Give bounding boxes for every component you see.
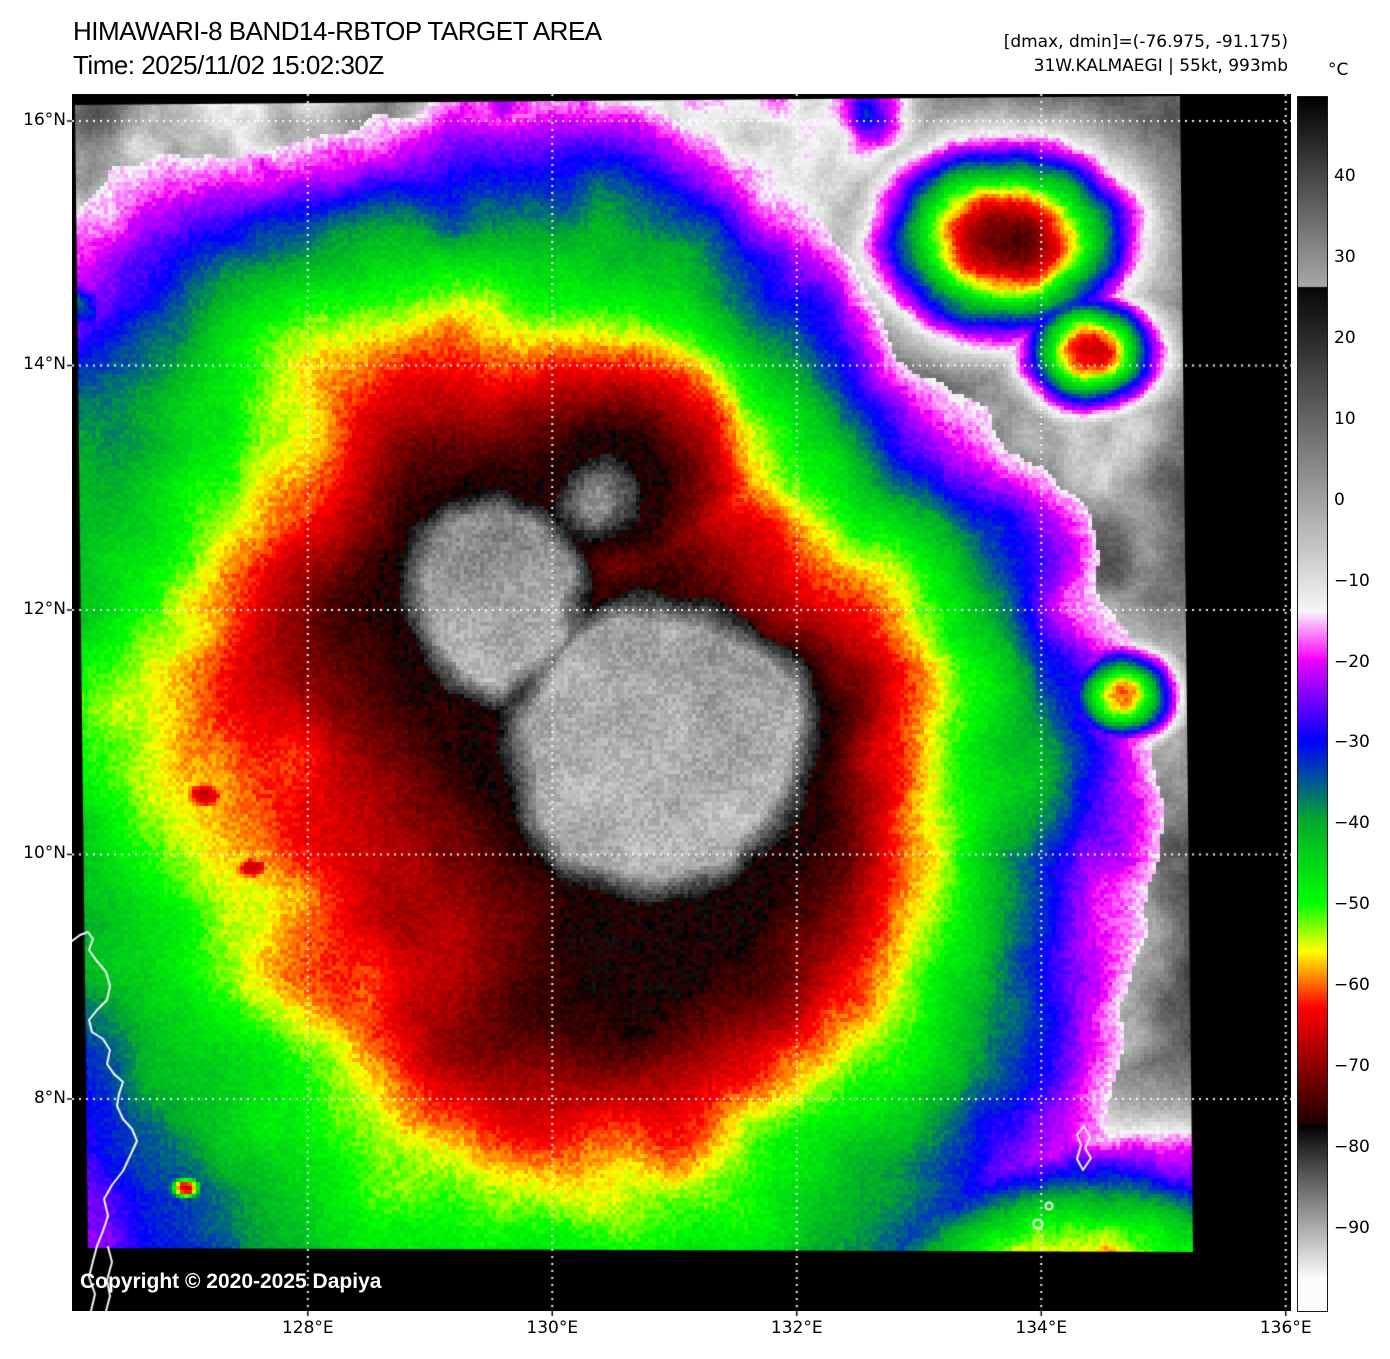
lon-tick-label: 130°E [526,1318,579,1338]
product-time: Time: 2025/11/02 15:02:30Z [73,50,384,80]
colorbar-unit-label: °C [1328,60,1349,80]
colorbar-tick-label: 0 [1334,489,1345,510]
lat-tick-label: 10°N [23,843,66,864]
lat-tick-label: 14°N [23,354,66,375]
lat-tick-label: 8°N [33,1087,66,1108]
colorbar-tick-label: −50 [1334,894,1370,915]
lat-tick-label: 16°N [23,110,66,130]
colorbar-tick-label: −60 [1334,975,1370,996]
satellite-map-canvas [72,94,1291,1311]
lon-tick-label: 132°E [770,1318,823,1338]
colorbar-tick-label: −20 [1334,651,1370,672]
lon-tick-label: 136°E [1259,1318,1312,1338]
colorbar-canvas [1297,96,1328,1312]
colorbar-tick-label: 10 [1334,408,1356,429]
colorbar-tick-label: 30 [1334,246,1356,267]
colorbar-tick-label: −90 [1334,1218,1370,1239]
lon-tick-label: 128°E [281,1318,334,1338]
lat-tick-label: 12°N [23,598,66,619]
colorbar-tick-label: −40 [1334,813,1370,834]
colorbar-tick-label: 40 [1334,165,1356,186]
copyright-label: Copyright © 2020-2025 Dapiya [80,1270,382,1293]
product-title: HIMAWARI-8 BAND14-RBTOP TARGET AREA [73,16,602,46]
colorbar-tick-label: −70 [1334,1056,1370,1077]
lon-tick-label: 134°E [1015,1318,1068,1338]
storm-info-annotation: 31W.KALMAEGI | 55kt, 993mb [1033,56,1288,76]
colorbar-tick-label: −10 [1334,570,1370,591]
dmax-dmin-annotation: [dmax, dmin]=(-76.975, -91.175) [1003,32,1288,52]
colorbar-tick-label: −80 [1334,1137,1370,1158]
colorbar-tick-label: −30 [1334,732,1370,753]
colorbar-tick-label: 20 [1334,327,1356,348]
